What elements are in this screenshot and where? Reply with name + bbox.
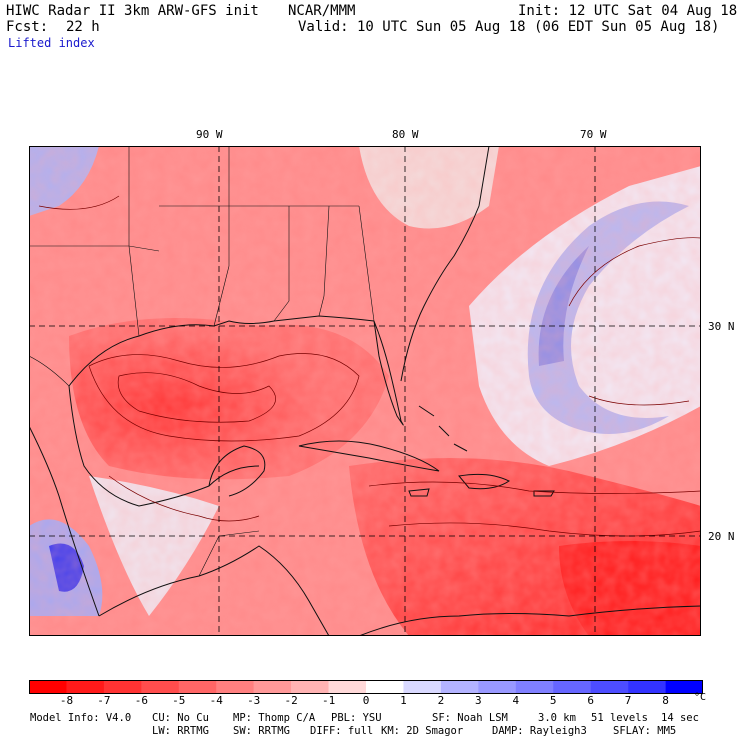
colorbar-tick-label: -7 xyxy=(97,694,111,707)
colorbar-tick-label: 7 xyxy=(624,694,632,707)
forecast-hour: 22 h xyxy=(66,19,100,35)
colorbar-tick-label: 4 xyxy=(512,694,520,707)
colorbar-tick-label: -5 xyxy=(172,694,186,707)
state-border xyxy=(128,205,325,337)
microphysics-scheme: MP: Thomp C/A xyxy=(233,712,316,724)
us-mexico-border xyxy=(29,355,70,387)
contour-line xyxy=(588,395,690,406)
contour-line xyxy=(108,475,260,522)
colorbar-tick-label: -4 xyxy=(209,694,223,707)
colorbar-tick-label: 2 xyxy=(437,694,445,707)
puerto-rico xyxy=(533,490,555,497)
colorbar-swatch xyxy=(291,680,329,694)
colorbar-swatch xyxy=(103,680,142,694)
diffusion-option: DIFF: full xyxy=(310,725,374,737)
colorbar-tick-label: -8 xyxy=(59,694,74,707)
colorbar-tick-label: 0 xyxy=(362,694,370,707)
contour-line xyxy=(117,372,276,423)
colorbar-tick-label: -1 xyxy=(321,694,336,707)
colorbar-tick-label: 8 xyxy=(662,694,669,707)
yucatan xyxy=(208,445,266,497)
map-frame xyxy=(29,146,701,636)
colorbar-swatch xyxy=(440,680,479,694)
colorbar-tick-label: -3 xyxy=(247,694,261,707)
valid-time: Valid: 10 UTC Sun 05 Aug 18 (06 EDT Sun … xyxy=(298,19,720,35)
pbl-scheme: PBL: YSU xyxy=(331,712,382,724)
colorbar-swatch xyxy=(515,680,554,694)
mexico-pacific-coast xyxy=(29,425,100,617)
surface-layer-scheme: SFLAY: MM5 xyxy=(613,725,677,737)
colorbar-frame xyxy=(29,680,703,694)
vertical-levels: 51 levels xyxy=(591,712,648,724)
lat-lon-grid xyxy=(29,146,701,636)
colorbar-swatch xyxy=(328,680,367,694)
contour-line xyxy=(88,353,360,442)
colorbar-unit: °C xyxy=(694,692,707,703)
init-time: Init: 12 UTC Sat 04 Aug 18 xyxy=(518,3,738,19)
colorbar-swatch xyxy=(253,680,292,694)
contour-line xyxy=(38,195,120,210)
title-mid: NCAR/MMM xyxy=(288,3,356,19)
colorbar-swatch xyxy=(403,680,442,694)
colorbar-tick-label: 3 xyxy=(475,694,482,707)
colorbar-swatch xyxy=(478,680,517,694)
model-info: Model Info: V4.0 xyxy=(30,712,132,724)
colorbar-tick-label: 1 xyxy=(400,694,407,707)
political-borders xyxy=(29,146,375,577)
longwave-scheme: LW: RRTMG xyxy=(152,725,209,737)
eddy-coefficient: KM: 2D Smagor xyxy=(381,725,464,737)
forecast-label: Fcst: xyxy=(6,19,49,35)
colorbar-swatch xyxy=(141,680,180,694)
central-america xyxy=(98,545,330,636)
contour-line xyxy=(368,481,701,494)
lon-label-80w: 80 W xyxy=(392,128,419,141)
colorbar-tick-label: 5 xyxy=(549,694,557,707)
florida-peninsula xyxy=(373,320,404,426)
colorbar-tick-label: 6 xyxy=(587,694,594,707)
cuba xyxy=(298,440,440,472)
colorbar-tick-label: -6 xyxy=(134,694,148,707)
colorbar-swatch xyxy=(628,680,666,694)
lat-label-20n: 20 N xyxy=(708,530,735,543)
colorbar-swatch xyxy=(29,680,67,694)
colorbar-swatch xyxy=(66,680,105,694)
resolution: 3.0 km xyxy=(538,712,576,724)
lon-label-70w: 70 W xyxy=(580,128,607,141)
us-east-coast xyxy=(400,146,490,382)
colorbar-swatch xyxy=(216,680,254,694)
li-contours xyxy=(38,195,701,537)
lat-label-30n: 30 N xyxy=(708,320,735,333)
south-america-coast xyxy=(358,605,701,636)
lon-label-90w: 90 W xyxy=(196,128,223,141)
mexico-gulf-coast xyxy=(68,385,260,507)
title-left: HIWC Radar II 3km ARW-GFS init xyxy=(6,3,259,19)
colorbar-tick-label: -2 xyxy=(284,694,298,707)
bahamas xyxy=(418,405,468,452)
shortwave-scheme: SW: RRTMG xyxy=(233,725,290,737)
contour-line xyxy=(388,522,701,537)
lifted-index-map xyxy=(29,146,701,636)
colorbar-swatch xyxy=(366,680,404,694)
surface-scheme: SF: Noah LSM xyxy=(432,712,508,724)
colorbar-swatch xyxy=(178,680,217,694)
hispaniola xyxy=(458,473,510,490)
contour-line xyxy=(568,237,701,307)
field-name: Lifted index xyxy=(8,36,95,50)
damping-option: DAMP: Rayleigh3 xyxy=(492,725,587,737)
colorbar-swatch xyxy=(590,680,629,694)
colorbar-swatch xyxy=(665,680,703,694)
colorbar-swatch xyxy=(553,680,591,694)
time-step: 14 sec xyxy=(661,712,699,724)
map-texture xyxy=(29,146,701,636)
jamaica xyxy=(408,488,430,497)
cumulus-scheme: CU: No Cu xyxy=(152,712,209,724)
coastlines xyxy=(29,146,701,636)
colorbar xyxy=(29,680,703,694)
